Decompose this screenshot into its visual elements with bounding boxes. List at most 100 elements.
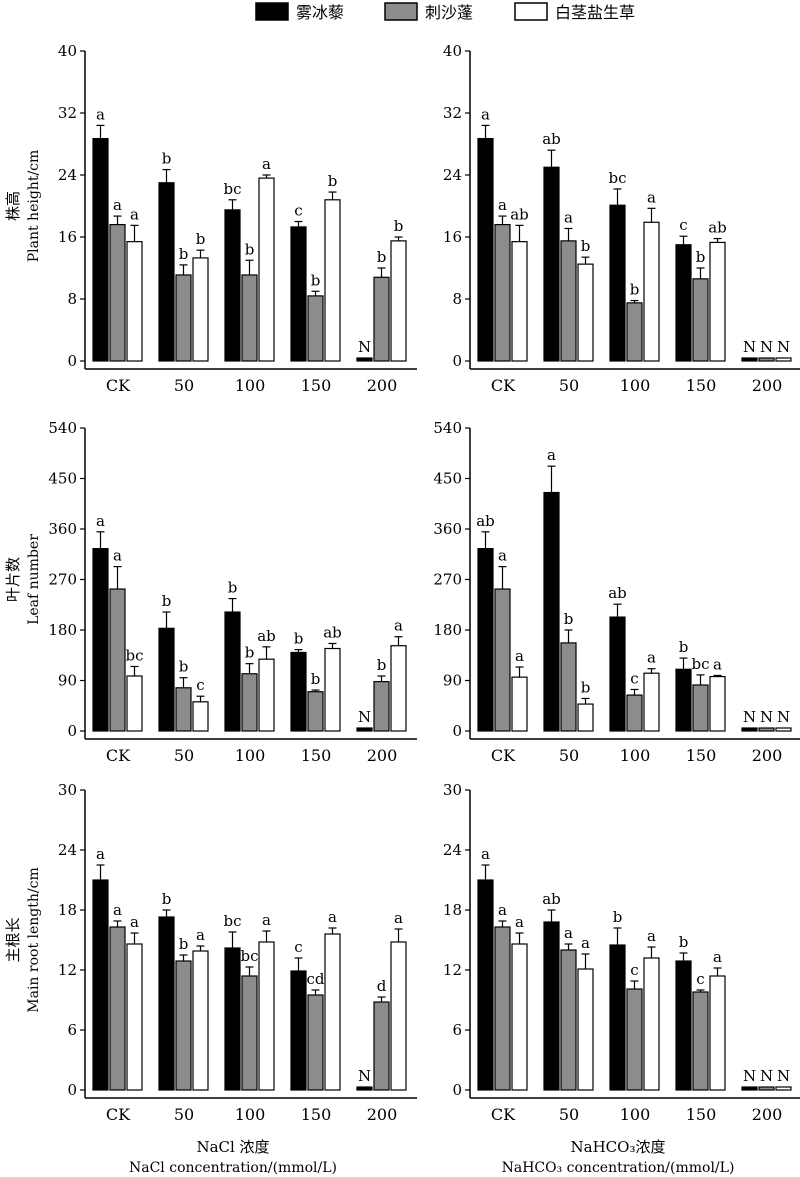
significance-letter: a bbox=[262, 155, 271, 173]
x-title-right-cn: NaHCO₃浓度 bbox=[571, 1138, 666, 1156]
bar bbox=[390, 645, 407, 732]
legend-label: 刺沙蓬 bbox=[425, 3, 473, 22]
significance-letter: ab bbox=[542, 130, 561, 148]
significance-letter: N bbox=[358, 1067, 371, 1085]
significance-letter: N bbox=[777, 708, 790, 726]
y-tick-label: 360 bbox=[48, 520, 77, 538]
y-tick-label: 18 bbox=[443, 901, 462, 919]
bar bbox=[258, 177, 275, 362]
x-tick-label: 50 bbox=[174, 376, 194, 395]
x-tick-label: CK bbox=[106, 376, 131, 395]
y-tick-label: 16 bbox=[443, 228, 462, 246]
significance-letter: b bbox=[679, 638, 689, 656]
y-tick-label: 450 bbox=[48, 470, 77, 488]
bar bbox=[692, 684, 709, 732]
significance-letter: cd bbox=[306, 970, 324, 988]
significance-letter: a bbox=[581, 934, 590, 952]
x-tick-label: 100 bbox=[235, 376, 266, 395]
y-tick-label: 0 bbox=[452, 352, 462, 370]
significance-letter: b bbox=[179, 245, 189, 263]
y-tick-label: 8 bbox=[452, 290, 462, 308]
bar bbox=[560, 949, 577, 1091]
significance-letter: b bbox=[162, 150, 172, 168]
x-title-left-cn: NaCl 浓度 bbox=[196, 1138, 269, 1156]
significance-letter: N bbox=[760, 338, 773, 356]
y-tick-label: 360 bbox=[433, 520, 462, 538]
significance-letter: a bbox=[515, 913, 524, 931]
bar bbox=[158, 182, 175, 362]
bar bbox=[258, 941, 275, 1091]
y-tick-label: 270 bbox=[48, 571, 77, 589]
y-axis-title: 株高 Plant height/cm bbox=[4, 150, 42, 263]
significance-letter: N bbox=[743, 1067, 756, 1085]
significance-letter: a bbox=[498, 901, 507, 919]
y-tick-label: 6 bbox=[452, 1021, 462, 1039]
significance-letter: b bbox=[581, 678, 591, 696]
significance-letter: a bbox=[498, 196, 507, 214]
bar bbox=[692, 991, 709, 1091]
legend-label: 白茎盐生草 bbox=[555, 3, 635, 22]
significance-letter: a bbox=[564, 924, 573, 942]
legend-label: 雾冰藜 bbox=[296, 3, 344, 22]
x-tick-label: 100 bbox=[620, 1105, 651, 1124]
y-tick-label: 24 bbox=[58, 841, 77, 859]
bar bbox=[609, 944, 626, 1091]
bar bbox=[643, 957, 660, 1091]
y-tick-label: 0 bbox=[452, 1081, 462, 1099]
bar bbox=[109, 224, 126, 362]
bar bbox=[609, 204, 626, 362]
y-tick-label: 540 bbox=[433, 419, 462, 437]
significance-letter: c bbox=[679, 216, 687, 234]
bar bbox=[224, 947, 241, 1091]
chart-panels: 0 8 16 24 32 40 株高 Plant height/cm CK 50 100 150 200… bbox=[4, 42, 800, 1124]
significance-letter: bc bbox=[608, 169, 626, 187]
significance-letter: a bbox=[498, 547, 507, 565]
y-axis-title-en: Plant height/cm bbox=[26, 150, 42, 263]
bar bbox=[158, 627, 175, 732]
x-tick-label: 200 bbox=[752, 376, 783, 395]
bar bbox=[511, 241, 528, 362]
significance-letter: b bbox=[679, 933, 689, 951]
bar bbox=[92, 137, 109, 362]
significance-letter: ab bbox=[708, 219, 727, 237]
y-tick-label: 18 bbox=[58, 901, 77, 919]
y-tick-label: 30 bbox=[443, 781, 462, 799]
significance-letter: b bbox=[377, 248, 387, 266]
x-tick-label: 150 bbox=[686, 1105, 717, 1124]
y-axis-title-en: Leaf number bbox=[26, 534, 42, 625]
bar bbox=[356, 727, 373, 732]
significance-letter: bc bbox=[223, 912, 241, 930]
y-tick-label: 24 bbox=[443, 841, 462, 859]
bar bbox=[192, 257, 209, 362]
bar bbox=[109, 588, 126, 732]
x-tick-label: 50 bbox=[174, 746, 194, 765]
bar bbox=[241, 274, 258, 362]
significance-letter: a bbox=[96, 845, 105, 863]
significance-letter: a bbox=[113, 901, 122, 919]
significance-letter: b bbox=[162, 592, 172, 610]
y-tick-label: 0 bbox=[67, 352, 77, 370]
y-axis-title: 主根长 Main root length/cm bbox=[4, 867, 42, 1012]
significance-letter: bc bbox=[691, 655, 709, 673]
y-tick-label: 90 bbox=[443, 672, 462, 690]
y-tick-label: 32 bbox=[58, 104, 77, 122]
x-tick-label: 50 bbox=[559, 746, 579, 765]
bar bbox=[494, 588, 511, 732]
y-tick-label: 40 bbox=[58, 42, 77, 60]
bar bbox=[741, 357, 758, 362]
bar bbox=[560, 642, 577, 732]
significance-letter: ab bbox=[510, 205, 529, 223]
significance-letter: N bbox=[760, 708, 773, 726]
x-tick-label: CK bbox=[491, 746, 516, 765]
y-tick-label: 24 bbox=[443, 166, 462, 184]
bar bbox=[741, 727, 758, 732]
significance-letter: a bbox=[713, 948, 722, 966]
significance-letter: N bbox=[358, 338, 371, 356]
x-tick-label: 200 bbox=[367, 376, 398, 395]
chart-panel: 0 90 180 270 360 450 540 叶片数 Leaf number CK 50 100 1… bbox=[4, 419, 417, 765]
x-tick-label: 200 bbox=[752, 746, 783, 765]
bar bbox=[494, 224, 511, 362]
